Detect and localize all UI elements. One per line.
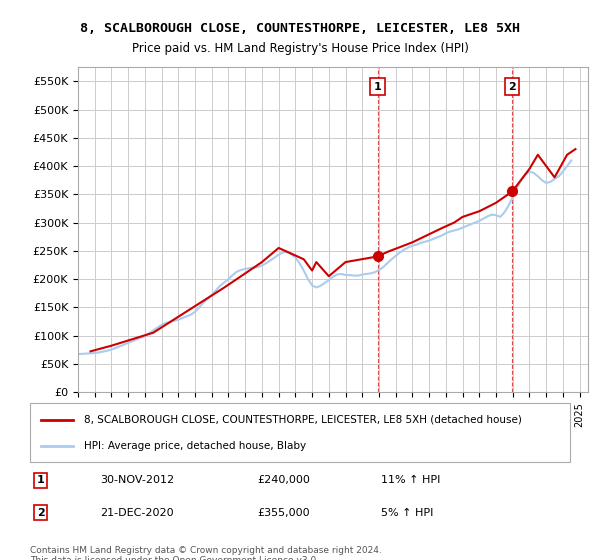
Text: 21-DEC-2020: 21-DEC-2020 (100, 508, 174, 517)
FancyBboxPatch shape (30, 403, 570, 462)
Text: Contains HM Land Registry data © Crown copyright and database right 2024.
This d: Contains HM Land Registry data © Crown c… (30, 546, 382, 560)
Text: 1: 1 (37, 475, 44, 486)
Text: Price paid vs. HM Land Registry's House Price Index (HPI): Price paid vs. HM Land Registry's House … (131, 42, 469, 55)
Text: 8, SCALBOROUGH CLOSE, COUNTESTHORPE, LEICESTER, LE8 5XH: 8, SCALBOROUGH CLOSE, COUNTESTHORPE, LEI… (80, 22, 520, 35)
Text: 30-NOV-2012: 30-NOV-2012 (100, 475, 175, 486)
Text: 2: 2 (37, 508, 44, 517)
Text: 5% ↑ HPI: 5% ↑ HPI (381, 508, 433, 517)
Text: 1: 1 (374, 82, 382, 92)
Text: 2: 2 (508, 82, 516, 92)
Text: £240,000: £240,000 (257, 475, 310, 486)
Text: 8, SCALBOROUGH CLOSE, COUNTESTHORPE, LEICESTER, LE8 5XH (detached house): 8, SCALBOROUGH CLOSE, COUNTESTHORPE, LEI… (84, 414, 522, 424)
Text: HPI: Average price, detached house, Blaby: HPI: Average price, detached house, Blab… (84, 441, 306, 451)
Text: £355,000: £355,000 (257, 508, 310, 517)
Text: 11% ↑ HPI: 11% ↑ HPI (381, 475, 440, 486)
